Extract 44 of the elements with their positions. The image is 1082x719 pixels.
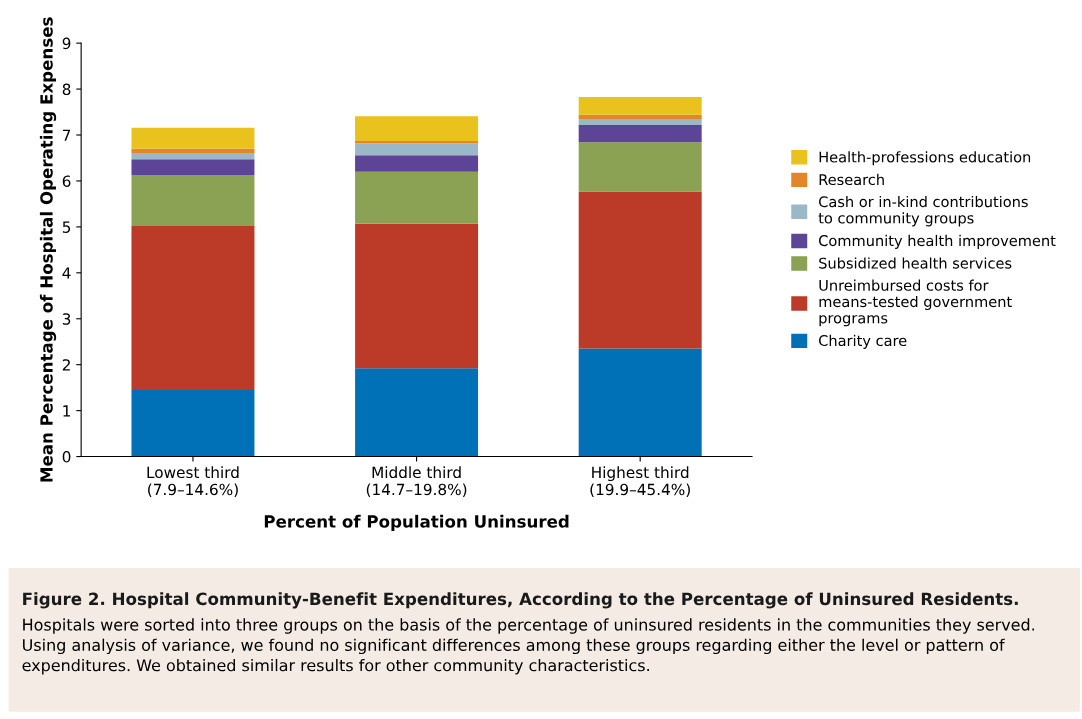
y-axis-title: Mean Percentage of Hospital Operating Expenses <box>39 17 57 482</box>
bar <box>131 127 255 149</box>
y-tick-label: 3 <box>62 313 71 325</box>
bar <box>131 159 255 175</box>
y-tick-label: 9 <box>62 37 71 50</box>
x-axis-title: Percent of Population Uninsured <box>264 514 569 531</box>
y-tick-label: 1 <box>63 405 71 417</box>
bar <box>355 368 479 457</box>
bar <box>578 348 702 457</box>
text: Hospitals were sorted into three groups on the basis of the percentage of uninsured residents in the communities they served. Using analysis of variance, we found no significant differences among these groups regarding either the level or pattern of expenditures. We obtained similar results for other community characteristics. <box>22 618 1034 675</box>
bar <box>578 142 702 192</box>
bar <box>131 148 255 153</box>
bar <box>355 116 479 141</box>
bar <box>355 223 479 369</box>
legend-label: Charity care <box>819 334 907 349</box>
bar <box>578 118 702 125</box>
bar <box>131 225 255 390</box>
legend-label: Unreimbursed costs for means-tested government programs <box>819 279 1012 327</box>
x-tick-label: Highest third (19.9–45.4%) <box>590 466 690 498</box>
y-tick-label: 7 <box>62 129 71 141</box>
bar <box>355 155 479 172</box>
y-tick-label: 2 <box>62 359 70 371</box>
x-tick-label: Lowest third (7.9–14.6%) <box>147 466 239 498</box>
legend-label: Community health improvement <box>819 234 1056 249</box>
bar <box>578 124 702 143</box>
bar <box>578 96 702 115</box>
y-tick-label: 6 <box>62 175 71 187</box>
bar <box>578 191 702 349</box>
bar <box>131 389 255 457</box>
bar <box>578 114 702 119</box>
bar <box>355 171 479 224</box>
legend-label: Subsidized health services <box>819 257 1012 269</box>
y-tick-label: 0 <box>62 451 71 463</box>
text: Figure 2. Hospital Community-Benefit Expenditures, According to the Percentage of Uninsured Residents. <box>23 592 1018 609</box>
y-tick-label: 4 <box>62 267 71 279</box>
y-tick-label: 8 <box>62 83 71 96</box>
bar <box>131 152 255 160</box>
x-tick-label: Middle third (14.7–19.8%) <box>366 466 467 498</box>
legend-label: Research <box>819 173 884 186</box>
bar <box>131 174 255 226</box>
legend-label: Health-professions education <box>819 151 1031 166</box>
y-tick-label: 5 <box>62 221 71 233</box>
legend-label: Cash or in-kind contributions to community groups <box>818 195 1028 227</box>
bar <box>355 143 479 156</box>
